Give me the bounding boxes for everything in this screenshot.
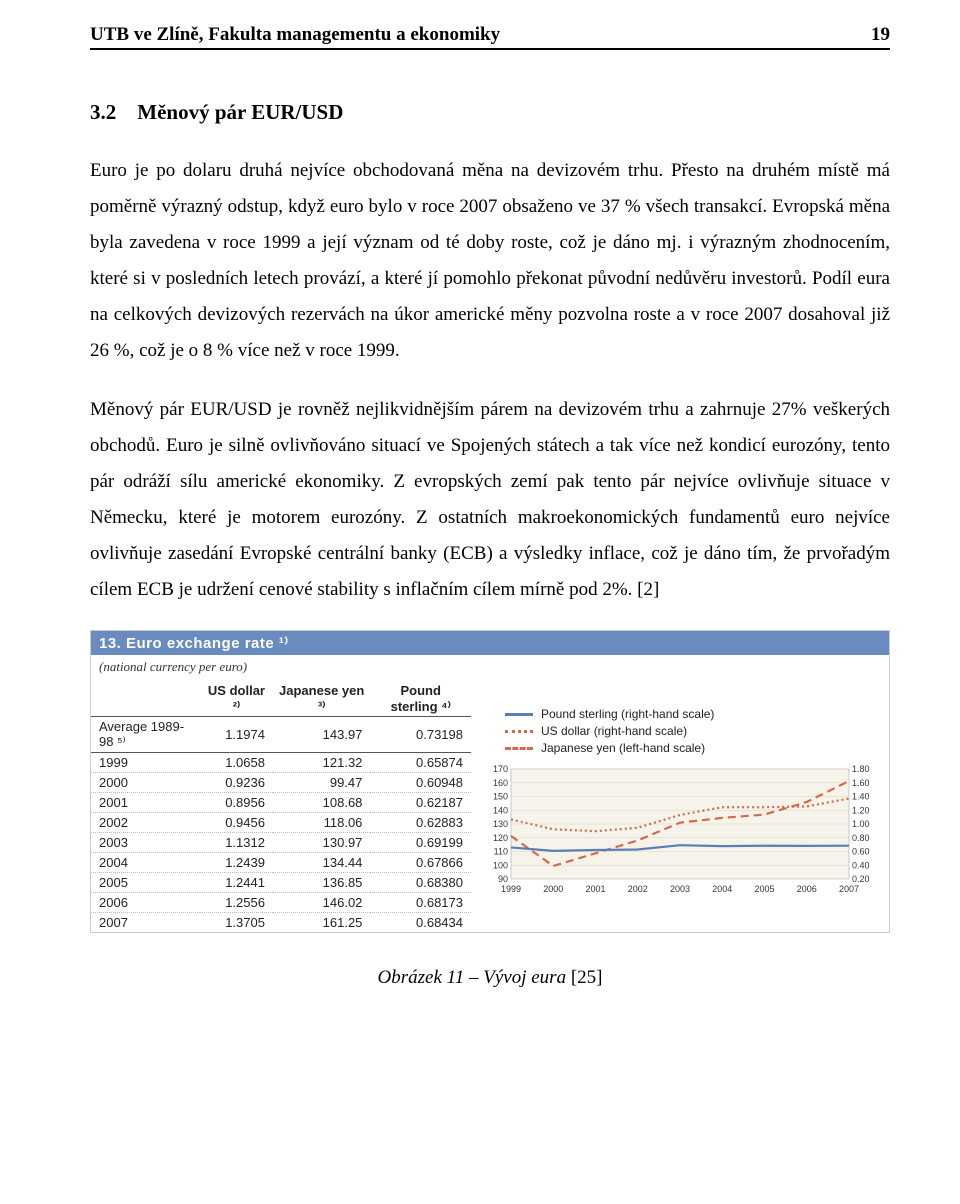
svg-text:1.00: 1.00 bbox=[852, 819, 870, 829]
exchange-rate-table-wrap: US dollar ²⁾ Japanese yen ³⁾ Pound sterl… bbox=[91, 681, 471, 932]
table-header-blank bbox=[91, 681, 200, 717]
table-row: 20051.2441136.850.68380 bbox=[91, 873, 471, 893]
svg-text:110: 110 bbox=[494, 847, 508, 857]
svg-text:0.60: 0.60 bbox=[852, 847, 870, 857]
svg-text:2002: 2002 bbox=[628, 884, 648, 894]
figure-caption: Obrázek 11 – Vývoj eura [25] bbox=[90, 967, 890, 989]
section-number: 3.2 bbox=[90, 100, 116, 124]
caption-number: 11 bbox=[447, 967, 465, 988]
svg-text:1.40: 1.40 bbox=[852, 792, 870, 802]
svg-text:150: 150 bbox=[493, 792, 508, 802]
svg-text:2005: 2005 bbox=[754, 884, 774, 894]
table-header-jpy: Japanese yen ³⁾ bbox=[273, 681, 370, 717]
svg-text:130: 130 bbox=[493, 819, 508, 829]
page-number: 19 bbox=[871, 24, 890, 46]
svg-text:2004: 2004 bbox=[712, 884, 732, 894]
exchange-rate-chart-wrap: Pound sterling (right-hand scale) US dol… bbox=[471, 681, 891, 902]
svg-text:0.80: 0.80 bbox=[852, 833, 870, 843]
svg-text:140: 140 bbox=[493, 805, 508, 815]
table-row: 20041.2439134.440.67866 bbox=[91, 853, 471, 873]
table-header-gbp: Pound sterling ⁴⁾ bbox=[370, 681, 471, 717]
section-title: Měnový pár EUR/USD bbox=[137, 100, 343, 124]
svg-text:100: 100 bbox=[493, 860, 508, 870]
caption-dash: – bbox=[469, 967, 479, 988]
table-header-usd: US dollar ²⁾ bbox=[200, 681, 273, 717]
caption-ref: [25] bbox=[571, 967, 603, 988]
header-left: UTB ve Zlíně, Fakulta managementu a ekon… bbox=[90, 24, 500, 46]
svg-text:2000: 2000 bbox=[543, 884, 563, 894]
legend-label: US dollar (right-hand scale) bbox=[541, 724, 687, 738]
page-header: UTB ve Zlíně, Fakulta managementu a ekon… bbox=[90, 24, 890, 50]
figure-subtitle: (national currency per euro) bbox=[91, 655, 889, 681]
svg-text:1.60: 1.60 bbox=[852, 778, 870, 788]
paragraph-2: Měnový pár EUR/USD je rovněž nejlikvidně… bbox=[90, 392, 890, 609]
figure-euro-exchange-rate: 13. Euro exchange rate ¹⁾ (national curr… bbox=[90, 630, 890, 933]
svg-text:120: 120 bbox=[493, 833, 508, 843]
legend-label: Pound sterling (right-hand scale) bbox=[541, 707, 714, 721]
svg-text:170: 170 bbox=[493, 765, 508, 774]
svg-text:1.80: 1.80 bbox=[852, 765, 870, 774]
svg-text:2003: 2003 bbox=[670, 884, 690, 894]
table-row: 20000.923699.470.60948 bbox=[91, 773, 471, 793]
legend-item-jpy: Japanese yen (left-hand scale) bbox=[505, 741, 883, 755]
svg-text:90: 90 bbox=[498, 874, 508, 884]
caption-text: Vývoj eura bbox=[483, 967, 566, 988]
table-row-average: Average 1989-98 ⁵⁾1.1974143.970.73198 bbox=[91, 717, 471, 753]
chart-legend: Pound sterling (right-hand scale) US dol… bbox=[505, 707, 883, 755]
table-row: 20061.2556146.020.68173 bbox=[91, 893, 471, 913]
svg-text:1999: 1999 bbox=[501, 884, 521, 894]
table-row: 20031.1312130.970.69199 bbox=[91, 833, 471, 853]
figure-title-bar: 13. Euro exchange rate ¹⁾ bbox=[91, 631, 889, 655]
exchange-rate-table: US dollar ²⁾ Japanese yen ³⁾ Pound sterl… bbox=[91, 681, 471, 932]
svg-text:2001: 2001 bbox=[585, 884, 605, 894]
legend-label: Japanese yen (left-hand scale) bbox=[541, 741, 705, 755]
caption-prefix: Obrázek bbox=[378, 967, 442, 988]
legend-item-pound: Pound sterling (right-hand scale) bbox=[505, 707, 883, 721]
table-row: 20010.8956108.680.62187 bbox=[91, 793, 471, 813]
svg-text:2006: 2006 bbox=[797, 884, 817, 894]
exchange-rate-chart: 1.80 1.60 1.40 1.20 1.00 0.80 0.60 0.40 0.20 170 1… bbox=[483, 765, 883, 895]
table-row: 19991.0658121.320.65874 bbox=[91, 753, 471, 773]
svg-text:1.20: 1.20 bbox=[852, 805, 870, 815]
paragraph-1: Euro je po dolaru druhá nejvíce obchodov… bbox=[90, 153, 890, 370]
svg-text:0.40: 0.40 bbox=[852, 860, 870, 870]
table-row: 20071.3705161.250.68434 bbox=[91, 913, 471, 933]
section-heading: 3.2 Měnový pár EUR/USD bbox=[90, 100, 890, 125]
legend-item-usd: US dollar (right-hand scale) bbox=[505, 724, 883, 738]
svg-text:0.20: 0.20 bbox=[852, 874, 870, 884]
svg-text:160: 160 bbox=[493, 778, 508, 788]
svg-text:2007: 2007 bbox=[839, 884, 859, 894]
table-row: 20020.9456118.060.62883 bbox=[91, 813, 471, 833]
